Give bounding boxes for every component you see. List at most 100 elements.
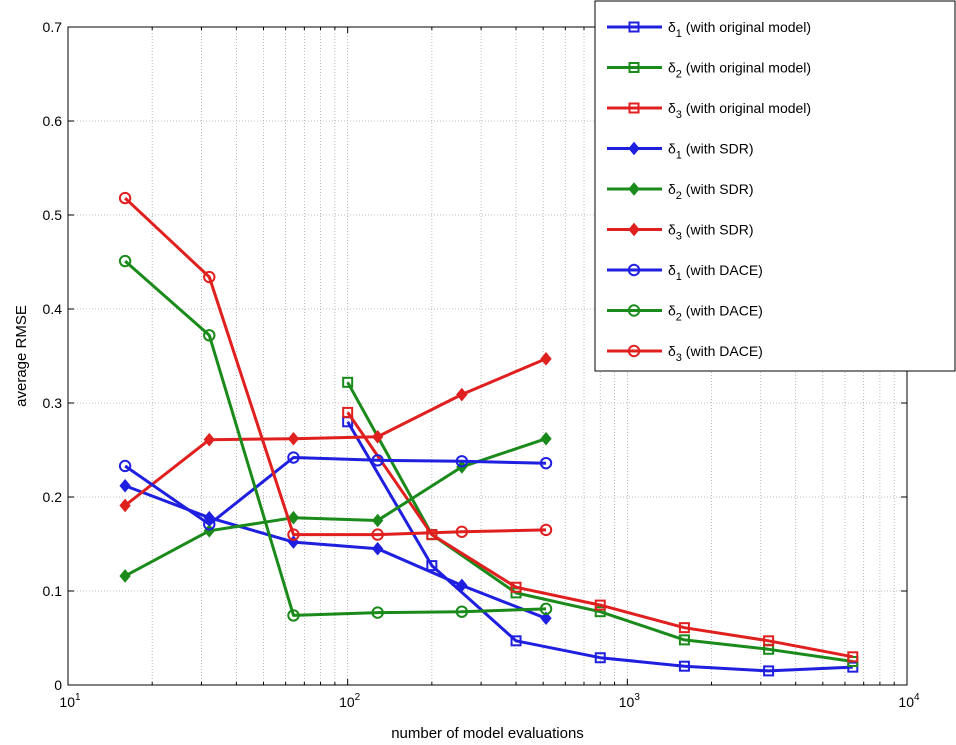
series-2 — [342, 376, 859, 667]
series-4 — [119, 478, 552, 626]
data-point — [763, 665, 775, 677]
data-point — [847, 661, 859, 673]
data-point — [119, 478, 131, 493]
y-tick-label: 0 — [54, 677, 62, 693]
data-point — [456, 578, 468, 593]
data-point — [371, 430, 384, 444]
data-point — [119, 569, 131, 583]
data-point — [371, 454, 384, 467]
y-axis-label: average RMSE — [13, 305, 30, 407]
series-line — [346, 421, 853, 673]
series-9 — [118, 191, 553, 541]
x-axis-label: number of model evaluations — [391, 725, 584, 742]
legend-label: δ2 (with DACE) — [668, 303, 763, 324]
x-tick-label: 103 — [619, 692, 641, 710]
data-point — [678, 622, 690, 634]
data-point — [426, 529, 438, 541]
y-tick-label: 0.2 — [43, 489, 63, 505]
data-point — [118, 459, 132, 473]
legend: δ1 (with original model) δ2 (with origina… — [594, 0, 956, 372]
data-point — [594, 599, 606, 611]
legend-box — [594, 0, 956, 372]
series-group — [118, 191, 859, 677]
legend-marker — [628, 62, 640, 73]
data-point — [287, 528, 300, 541]
data-point — [342, 376, 354, 388]
x-tick-label: 101 — [59, 692, 81, 710]
legend-marker — [627, 344, 641, 358]
series-line — [346, 411, 854, 659]
legend-label: δ3 (with SDR) — [668, 222, 753, 243]
series-6 — [119, 352, 552, 513]
x-tick-label: 104 — [898, 692, 920, 710]
legend-label: δ3 (with DACE) — [668, 343, 763, 364]
legend-label: δ1 (with SDR) — [668, 141, 753, 162]
data-point — [539, 602, 553, 616]
data-point — [678, 660, 690, 672]
legend-item-9: δ3 (with DACE) — [607, 343, 763, 364]
y-tick-label: 0.4 — [43, 301, 63, 317]
data-point — [594, 652, 606, 664]
legend-label: δ1 (with original model) — [668, 19, 811, 40]
legend-item-4: δ1 (with SDR) — [607, 141, 753, 162]
series-line — [124, 197, 547, 537]
series-line — [124, 259, 547, 617]
legend-marker — [628, 21, 640, 33]
data-point — [203, 432, 215, 447]
data-point — [847, 651, 859, 663]
legend-marker — [628, 182, 640, 196]
data-point — [510, 581, 522, 593]
legend-item-6: δ3 (with SDR) — [607, 222, 753, 243]
legend-label: δ1 (with DACE) — [668, 262, 763, 283]
legend-label: δ3 (with original model) — [668, 100, 811, 121]
data-point — [287, 431, 300, 446]
y-tick-label: 0.6 — [43, 113, 63, 129]
y-tick-label: 0.3 — [43, 395, 63, 411]
data-point — [456, 387, 468, 402]
data-point — [119, 498, 131, 513]
data-point — [118, 254, 132, 268]
y-tick-label: 0.7 — [43, 19, 63, 35]
data-point — [371, 606, 384, 619]
data-point — [287, 510, 300, 525]
series-7 — [118, 451, 553, 531]
legend-item-1: δ1 (with original model) — [607, 19, 811, 40]
y-tick-label: 0.5 — [43, 207, 63, 223]
data-point — [371, 541, 384, 556]
data-point — [455, 605, 469, 618]
legend-item-2: δ2 (with original model) — [607, 60, 811, 81]
legend-label: δ2 (with original model) — [668, 60, 811, 81]
data-point — [455, 455, 469, 468]
legend-marker — [628, 102, 640, 114]
data-point — [203, 329, 216, 342]
legend-label: δ2 (with SDR) — [668, 181, 753, 202]
data-point — [594, 606, 606, 618]
series-line — [124, 484, 547, 620]
data-point — [539, 523, 553, 537]
data-point — [540, 611, 552, 626]
x-tick-label: 102 — [339, 692, 361, 710]
legend-item-3: δ3 (with original model) — [607, 100, 811, 121]
data-point — [118, 191, 132, 205]
y-tick-label: 0.1 — [43, 583, 63, 599]
data-point — [287, 609, 300, 622]
data-point — [371, 513, 384, 528]
series-line — [124, 456, 547, 526]
data-point — [426, 560, 438, 572]
data-point — [539, 456, 553, 470]
data-point — [371, 528, 384, 541]
data-point — [203, 270, 216, 284]
legend-item-7: δ1 (with DACE) — [607, 262, 763, 283]
legend-marker — [628, 141, 640, 156]
data-point — [342, 406, 354, 418]
legend-item-8: δ2 (with DACE) — [607, 303, 763, 324]
data-point — [540, 352, 552, 366]
legend-marker — [628, 222, 640, 237]
data-point — [678, 634, 690, 646]
data-point — [510, 635, 522, 647]
data-point — [540, 431, 552, 446]
series-3 — [342, 406, 859, 663]
data-point — [455, 525, 469, 538]
legend-item-5: δ2 (with SDR) — [607, 181, 753, 202]
